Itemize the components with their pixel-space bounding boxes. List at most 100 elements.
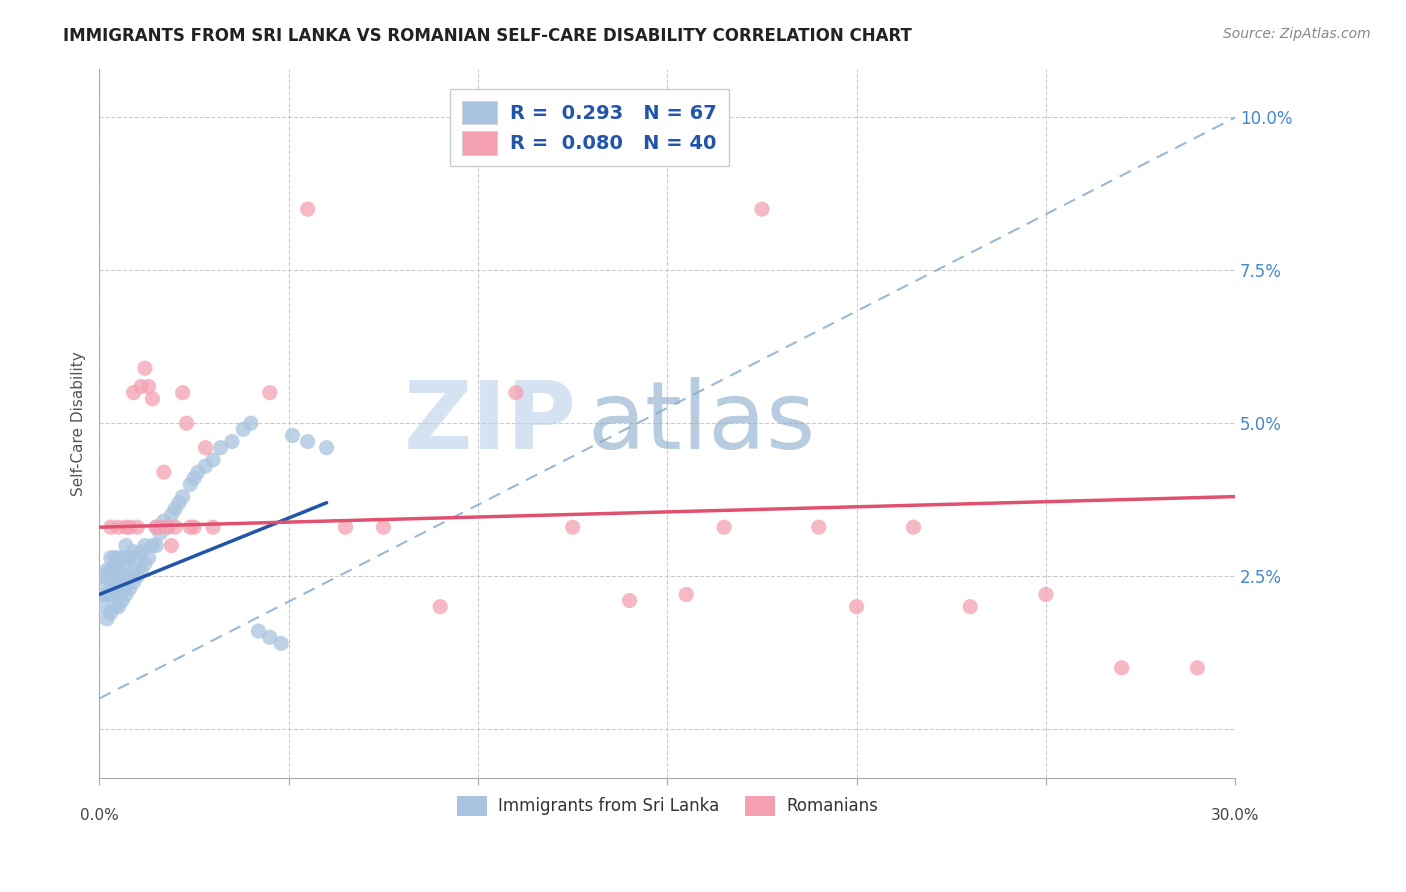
Point [129, 544, 152, 558]
Point [807, 520, 830, 534]
Point [183, 520, 205, 534]
Point [156, 520, 179, 534]
Point [115, 575, 138, 590]
Point [129, 379, 152, 393]
Point [127, 520, 149, 534]
Point [134, 361, 156, 376]
Point [127, 550, 149, 565]
Point [232, 422, 254, 436]
Point [156, 520, 179, 534]
Point [91, 587, 114, 601]
Point [107, 575, 129, 590]
Point [160, 508, 183, 522]
Text: Source: ZipAtlas.com: Source: ZipAtlas.com [1223, 27, 1371, 41]
Point [129, 563, 152, 577]
Point [373, 520, 395, 534]
Text: atlas: atlas [588, 377, 815, 469]
Point [107, 520, 129, 534]
Point [165, 520, 187, 534]
Point [107, 587, 129, 601]
Point [713, 520, 735, 534]
Point [122, 385, 145, 400]
Point [111, 593, 134, 607]
Point [118, 550, 141, 565]
Point [1111, 661, 1133, 675]
Point [149, 520, 172, 534]
Point [100, 550, 122, 565]
Point [115, 520, 138, 534]
Point [187, 465, 209, 479]
Point [194, 441, 217, 455]
Point [619, 593, 641, 607]
Point [152, 514, 174, 528]
Point [103, 582, 125, 596]
Point [100, 606, 122, 620]
Point [118, 582, 141, 596]
Point [100, 575, 122, 590]
Point [96, 587, 118, 601]
Point [239, 416, 262, 430]
Point [91, 599, 114, 614]
Legend: Immigrants from Sri Lanka, Romanians: Immigrants from Sri Lanka, Romanians [450, 789, 884, 822]
Point [1187, 661, 1209, 675]
Point [115, 557, 138, 571]
Point [115, 587, 138, 601]
Point [172, 385, 194, 400]
Point [297, 202, 319, 217]
Point [194, 458, 217, 473]
Point [107, 563, 129, 577]
Point [179, 520, 201, 534]
Point [429, 599, 451, 614]
Point [91, 569, 114, 583]
Point [122, 544, 145, 558]
Point [118, 520, 141, 534]
Point [259, 385, 281, 400]
Point [100, 520, 122, 534]
Text: 0.0%: 0.0% [80, 808, 120, 823]
Point [111, 582, 134, 596]
Point [167, 496, 190, 510]
Point [281, 428, 304, 442]
Text: ZIP: ZIP [404, 377, 576, 469]
Point [165, 501, 187, 516]
Point [103, 550, 125, 565]
Point [103, 599, 125, 614]
Text: IMMIGRANTS FROM SRI LANKA VS ROMANIAN SELF-CARE DISABILITY CORRELATION CHART: IMMIGRANTS FROM SRI LANKA VS ROMANIAN SE… [63, 27, 912, 45]
Y-axis label: Self-Care Disability: Self-Care Disability [72, 351, 86, 496]
Point [96, 575, 118, 590]
Point [96, 612, 118, 626]
Point [247, 624, 270, 639]
Point [107, 550, 129, 565]
Point [107, 599, 129, 614]
Point [209, 441, 232, 455]
Point [675, 587, 697, 601]
Point [138, 379, 160, 393]
Point [152, 465, 174, 479]
Point [134, 539, 156, 553]
Point [145, 520, 167, 534]
Point [160, 539, 183, 553]
Point [122, 575, 145, 590]
Point [141, 539, 163, 553]
Point [270, 636, 292, 650]
Point [221, 434, 243, 449]
Point [100, 587, 122, 601]
Point [297, 434, 319, 449]
Point [103, 563, 125, 577]
Point [202, 453, 225, 467]
Point [111, 569, 134, 583]
Point [903, 520, 925, 534]
Point [138, 550, 160, 565]
Point [118, 569, 141, 583]
Point [176, 416, 198, 430]
Point [959, 599, 981, 614]
Point [149, 526, 172, 541]
Point [183, 471, 205, 485]
Point [96, 563, 118, 577]
Point [122, 563, 145, 577]
Text: 30.0%: 30.0% [1211, 808, 1260, 823]
Point [505, 385, 527, 400]
Point [134, 557, 156, 571]
Point [145, 539, 167, 553]
Point [845, 599, 868, 614]
